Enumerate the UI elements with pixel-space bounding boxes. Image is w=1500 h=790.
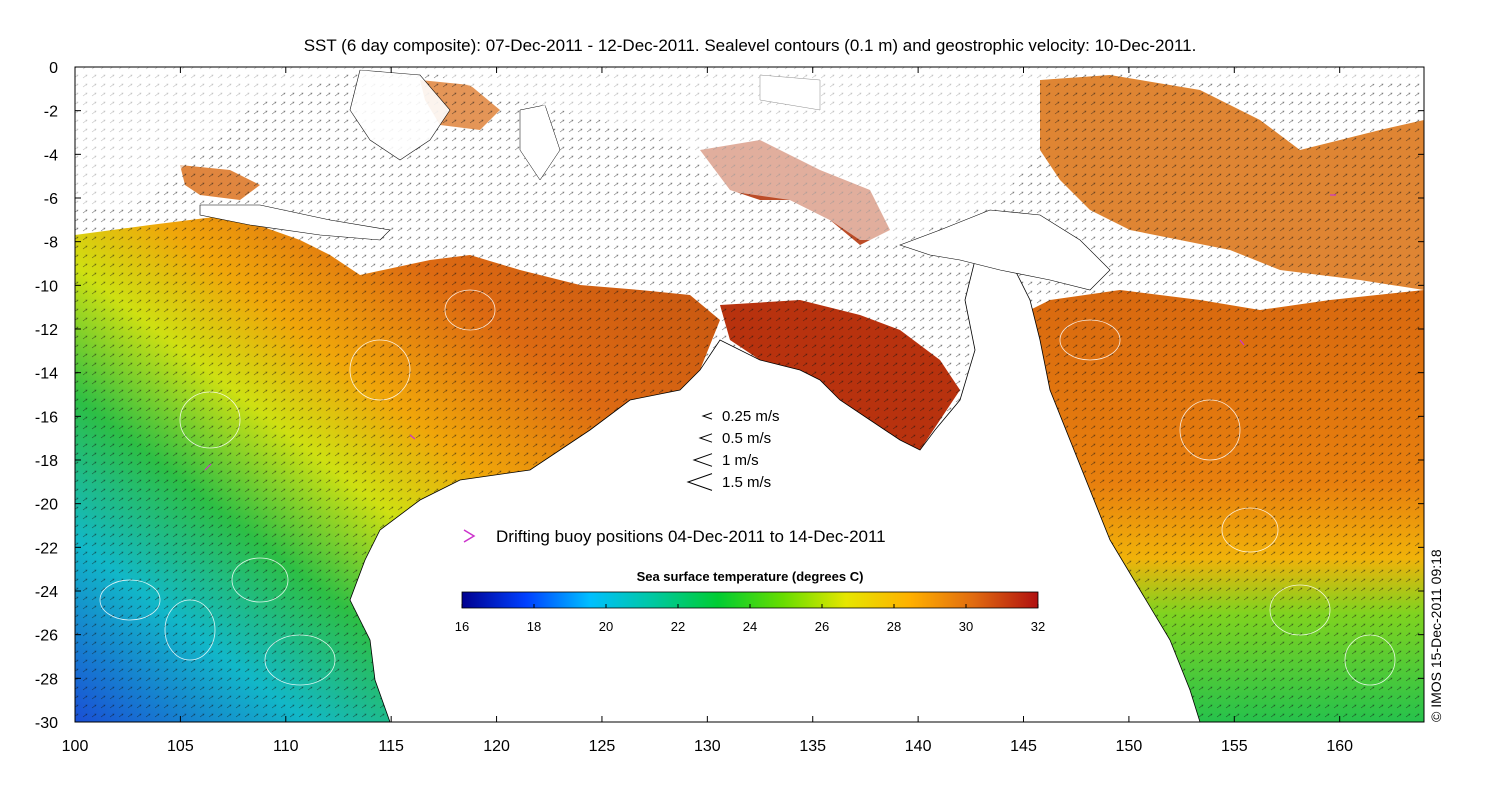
x-tick-label: 100	[62, 738, 89, 755]
y-tick-label: 0	[49, 60, 58, 77]
y-tick-label: -30	[35, 715, 58, 732]
colorbar-ticks: 16 18 20 22 24 26 28 30 32	[455, 604, 1045, 634]
x-tick-label: 130	[694, 738, 721, 755]
colorbar-tick-label: 16	[455, 619, 469, 634]
colorbar-title: Sea surface temperature (degrees C)	[637, 569, 864, 584]
x-tick-label: 115	[378, 738, 404, 755]
velocity-legend-arrow	[686, 473, 713, 491]
y-tick-label: -8	[44, 235, 58, 252]
y-tick-label: -14	[35, 366, 58, 383]
y-tick-label: -2	[44, 104, 58, 121]
x-tick-label: 120	[483, 738, 510, 755]
x-tick-label: 110	[273, 738, 299, 755]
y-tick-label: -6	[44, 191, 58, 208]
x-tick-label: 155	[1221, 738, 1248, 755]
java-land	[199, 204, 391, 241]
colorbar-tick-label: 18	[527, 619, 541, 634]
colorbar-tick-label: 20	[599, 619, 613, 634]
y-tick-label: -24	[35, 584, 58, 601]
new-guinea-land	[899, 209, 1111, 291]
buoy-legend-marker	[463, 529, 476, 543]
map-title: SST (6 day composite): 07-Dec-2011 - 12-…	[303, 36, 1197, 55]
colorbar-tick-label: 28	[887, 619, 901, 634]
y-tick-label: -26	[35, 628, 58, 645]
sst-field	[75, 67, 1424, 722]
borneo-land	[349, 69, 451, 161]
y-axis: 0 -2 -4 -6 -8 -10 -12 -14 -16 -18 -20 -22 -24 -26 -28 -…	[35, 60, 1424, 732]
velocity-legend-label: 0.5 m/s	[722, 430, 771, 447]
plot-frame	[74, 66, 1425, 723]
velocity-legend-label: 1.5 m/s	[722, 474, 771, 491]
x-tick-label: 125	[589, 738, 616, 755]
y-tick-label: -4	[44, 147, 58, 164]
colorbar-tick-label: 30	[959, 619, 973, 634]
y-tick-label: -28	[35, 671, 58, 688]
y-tick-label: -22	[35, 540, 58, 557]
y-tick-label: -20	[35, 497, 58, 514]
velocity-legend-label: 0.25 m/s	[722, 408, 780, 425]
x-tick-label: 105	[167, 738, 194, 755]
y-tick-label: -12	[35, 322, 58, 339]
velocity-legend-arrow	[701, 412, 713, 420]
sealevel-contours	[99, 289, 1396, 686]
colorbar-tick-label: 22	[671, 619, 685, 634]
y-tick-label: -16	[35, 409, 58, 426]
buoy-legend: Drifting buoy positions 04-Dec-2011 to 1…	[463, 527, 886, 546]
x-axis: 100 105 110 115 120 125 130 135 140 145 150 155 160	[62, 67, 1353, 755]
colorbar: Sea surface temperature (degrees C) 16 18…	[455, 569, 1045, 634]
buoy-legend-label: Drifting buoy positions 04-Dec-2011 to 1…	[496, 527, 886, 546]
velocity-legend-arrow	[692, 453, 713, 467]
y-tick-label: -18	[35, 453, 58, 470]
colorbar-tick-label: 24	[743, 619, 757, 634]
x-tick-label: 135	[799, 738, 826, 755]
imos-credit: © IMOS 15-Dec-2011 09:18	[1428, 549, 1444, 722]
x-tick-label: 160	[1326, 738, 1353, 755]
colorbar-tick-label: 32	[1031, 619, 1045, 634]
x-tick-label: 145	[1010, 738, 1037, 755]
sulawesi-land	[519, 104, 561, 181]
x-tick-label: 150	[1116, 738, 1143, 755]
velocity-legend-label: 1 m/s	[722, 452, 759, 469]
colorbar-tick-label: 26	[815, 619, 829, 634]
buoy-tracks	[204, 194, 1336, 471]
y-tick-label: -10	[35, 278, 58, 295]
velocity-legend: 0.25 m/s 0.5 m/s 1 m/s 1.5 m/s	[686, 408, 780, 491]
x-tick-label: 140	[905, 738, 932, 755]
velocity-legend-arrow	[698, 433, 713, 443]
